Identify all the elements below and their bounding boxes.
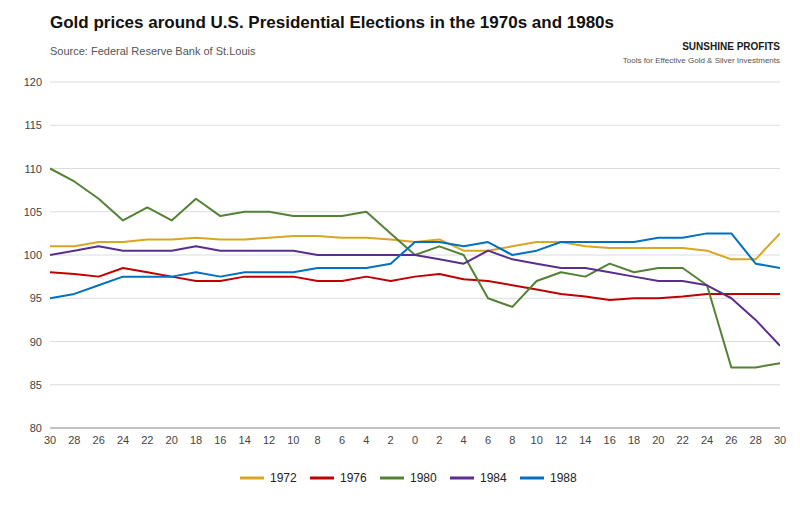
grid-line — [50, 211, 780, 212]
x-tick-label: 2 — [388, 434, 394, 446]
x-tick-label: 4 — [461, 434, 467, 446]
x-tick-label: 14 — [239, 434, 251, 446]
x-tick-label: 18 — [190, 434, 202, 446]
x-tick-label: 22 — [141, 434, 153, 446]
x-tick-label: 6 — [485, 434, 491, 446]
grid-line — [50, 428, 780, 429]
x-tick-label: 24 — [701, 434, 713, 446]
legend-label: 1980 — [410, 471, 437, 485]
y-tick-label: 105 — [24, 206, 42, 218]
x-tick-label: 30 — [774, 434, 786, 446]
x-tick-label: 4 — [363, 434, 369, 446]
legend-swatch — [310, 477, 334, 480]
line — [50, 268, 780, 300]
x-tick-label: 18 — [628, 434, 640, 446]
y-tick-label: 110 — [24, 163, 42, 175]
x-tick-label: 26 — [725, 434, 737, 446]
x-tick-label: 16 — [214, 434, 226, 446]
x-tick-label: 10 — [287, 434, 299, 446]
grid-line — [50, 168, 780, 169]
y-tick-label: 95 — [30, 292, 42, 304]
source: Source: Federal Reserve Bank of St.Louis — [50, 45, 256, 57]
x-tick-label: 26 — [93, 434, 105, 446]
y-tick-label: 85 — [30, 379, 42, 391]
y-axis: 80 85 90 95 100 105 110 115 120 — [24, 76, 780, 434]
legend-label: 1972 — [270, 471, 297, 485]
x-tick-label: 20 — [166, 434, 178, 446]
x-tick-label: 30 — [44, 434, 56, 446]
y-tick-label: 90 — [30, 336, 42, 348]
legend-swatch — [380, 477, 404, 480]
x-axis-line — [50, 428, 780, 429]
x-tick-label: 8 — [509, 434, 515, 446]
x-tick-label: 2 — [436, 434, 442, 446]
line — [50, 246, 780, 345]
legend-swatch — [450, 477, 474, 480]
y-tick-label: 80 — [30, 422, 42, 434]
x-tick-label: 10 — [531, 434, 543, 446]
x-tick-label: 22 — [677, 434, 689, 446]
plot-area — [50, 169, 780, 368]
x-tick-label: 28 — [68, 434, 80, 446]
x-axis: 3028262422201816141210864202468101214161… — [44, 428, 786, 446]
x-tick-label: 16 — [604, 434, 616, 446]
legend-label: 1988 — [550, 471, 577, 485]
y-tick-label: 120 — [24, 76, 42, 88]
x-tick-label: 14 — [579, 434, 591, 446]
y-tick-label: 115 — [24, 119, 42, 131]
x-tick-label: 0 — [412, 434, 418, 446]
line — [50, 233, 780, 298]
x-tick-label: 12 — [263, 434, 275, 446]
grid-line — [50, 341, 780, 342]
x-tick-label: 28 — [750, 434, 762, 446]
legend-swatch — [520, 477, 544, 480]
grid-line — [50, 82, 780, 83]
legend-label: 1976 — [340, 471, 367, 485]
chart: Gold prices around U.S. Presidential Ele… — [0, 0, 800, 516]
legend-label: 1984 — [480, 471, 507, 485]
line — [50, 169, 780, 368]
annotation: Tools for Effective Gold & Silver Invest… — [623, 56, 780, 65]
x-tick-label: 24 — [117, 434, 129, 446]
y-tick-label: 100 — [24, 249, 42, 261]
x-tick-label: 8 — [315, 434, 321, 446]
legend-swatch — [240, 477, 264, 480]
legend: 1972 1976 1980 1984 1988 — [240, 471, 577, 485]
x-tick-label: 12 — [555, 434, 567, 446]
x-tick-label: 6 — [339, 434, 345, 446]
annotation: SUNSHINE PROFITS — [682, 41, 780, 52]
x-tick-label: 20 — [652, 434, 664, 446]
title: Gold prices around U.S. Presidential Ele… — [50, 13, 614, 32]
grid-line — [50, 384, 780, 385]
grid-line — [50, 125, 780, 126]
